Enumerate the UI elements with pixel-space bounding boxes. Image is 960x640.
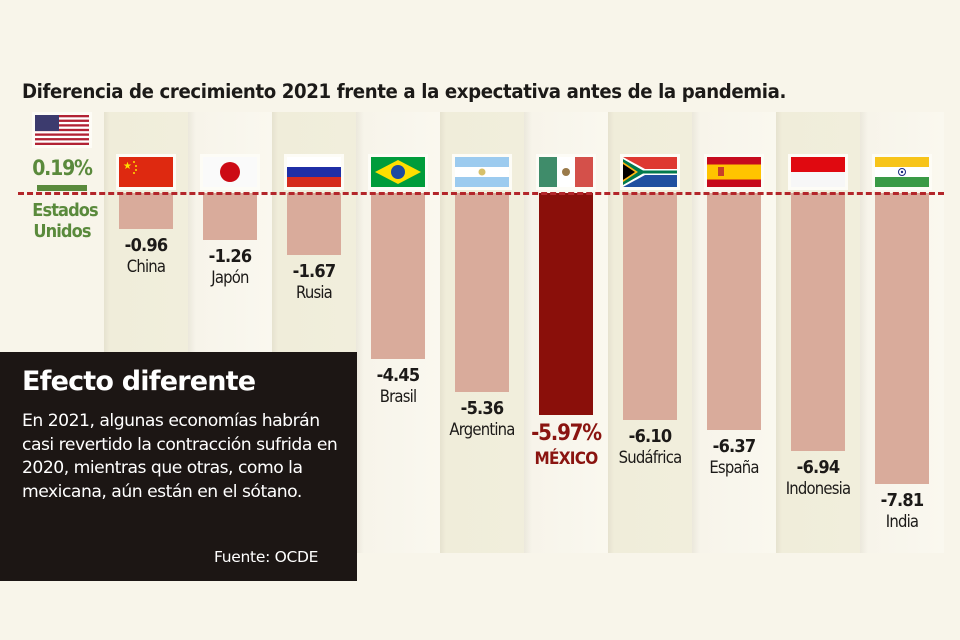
bar-indonesia	[791, 193, 845, 452]
bar-japon	[203, 193, 257, 240]
category-label-brasil: Brasil	[379, 386, 417, 406]
value-label-rusia: -1.67	[292, 261, 336, 283]
value-label-india: -7.81	[880, 489, 924, 511]
china-flag-icon: ★	[119, 157, 173, 187]
category-label-estados-unidos: Estados Unidos	[32, 200, 98, 242]
bar-espana	[707, 193, 761, 430]
brazil-flag-icon	[371, 157, 425, 187]
value-label-indonesia: -6.94	[796, 457, 840, 479]
bar-sudafrica	[623, 193, 677, 420]
japan-flag-icon	[203, 157, 257, 187]
info-heading: Efecto diferente	[22, 366, 256, 397]
category-label-indonesia: Indonesia	[785, 479, 851, 499]
value-label-china: -0.96	[124, 234, 168, 256]
bar-estados-unidos	[37, 185, 87, 191]
bar-brasil	[371, 193, 425, 359]
spain-flag-icon	[707, 157, 761, 187]
value-label-espana: -6.37	[712, 435, 756, 457]
value-label-brasil: -4.45	[376, 364, 420, 386]
category-label-india: India	[885, 511, 919, 531]
bar-rusia	[287, 193, 341, 256]
us-flag-icon	[35, 115, 89, 145]
indonesia-flag-icon	[791, 157, 845, 187]
value-label-japon: -1.26	[208, 245, 252, 267]
india-flag-icon	[875, 157, 929, 187]
russia-flag-icon	[287, 157, 341, 187]
category-label-china: China	[126, 256, 166, 276]
chart-title: Diferencia de crecimiento 2021 frente a …	[22, 80, 787, 103]
value-label-estados-unidos: 0.19%	[32, 156, 93, 180]
value-label-sudafrica: -6.10	[628, 425, 672, 447]
mexico-flag-icon	[539, 157, 593, 187]
argentina-flag-icon	[455, 157, 509, 187]
value-label-mexico: -5.97%	[531, 421, 602, 447]
svg-text:★: ★	[123, 161, 132, 172]
category-label-mexico: MÉXICO	[534, 449, 598, 470]
info-box: Efecto diferente En 2021, algunas econom…	[0, 352, 357, 581]
category-label-sudafrica: Sudáfrica	[618, 447, 683, 467]
bar-mexico	[539, 193, 593, 416]
source-note: Fuente: OCDE	[214, 548, 319, 566]
bar-argentina	[455, 193, 509, 393]
value-label-argentina: -5.36	[460, 398, 504, 420]
bar-india	[875, 193, 929, 484]
category-label-argentina: Argentina	[449, 420, 515, 440]
category-label-espana: España	[709, 457, 759, 477]
info-body: En 2021, algunas economías habrán casi r…	[22, 411, 338, 502]
zero-baseline	[18, 192, 944, 195]
category-label-rusia: Rusia	[296, 283, 333, 303]
south-africa-flag-icon	[623, 157, 677, 187]
bar-china	[119, 193, 173, 229]
category-label-japon: Japón	[211, 267, 249, 287]
